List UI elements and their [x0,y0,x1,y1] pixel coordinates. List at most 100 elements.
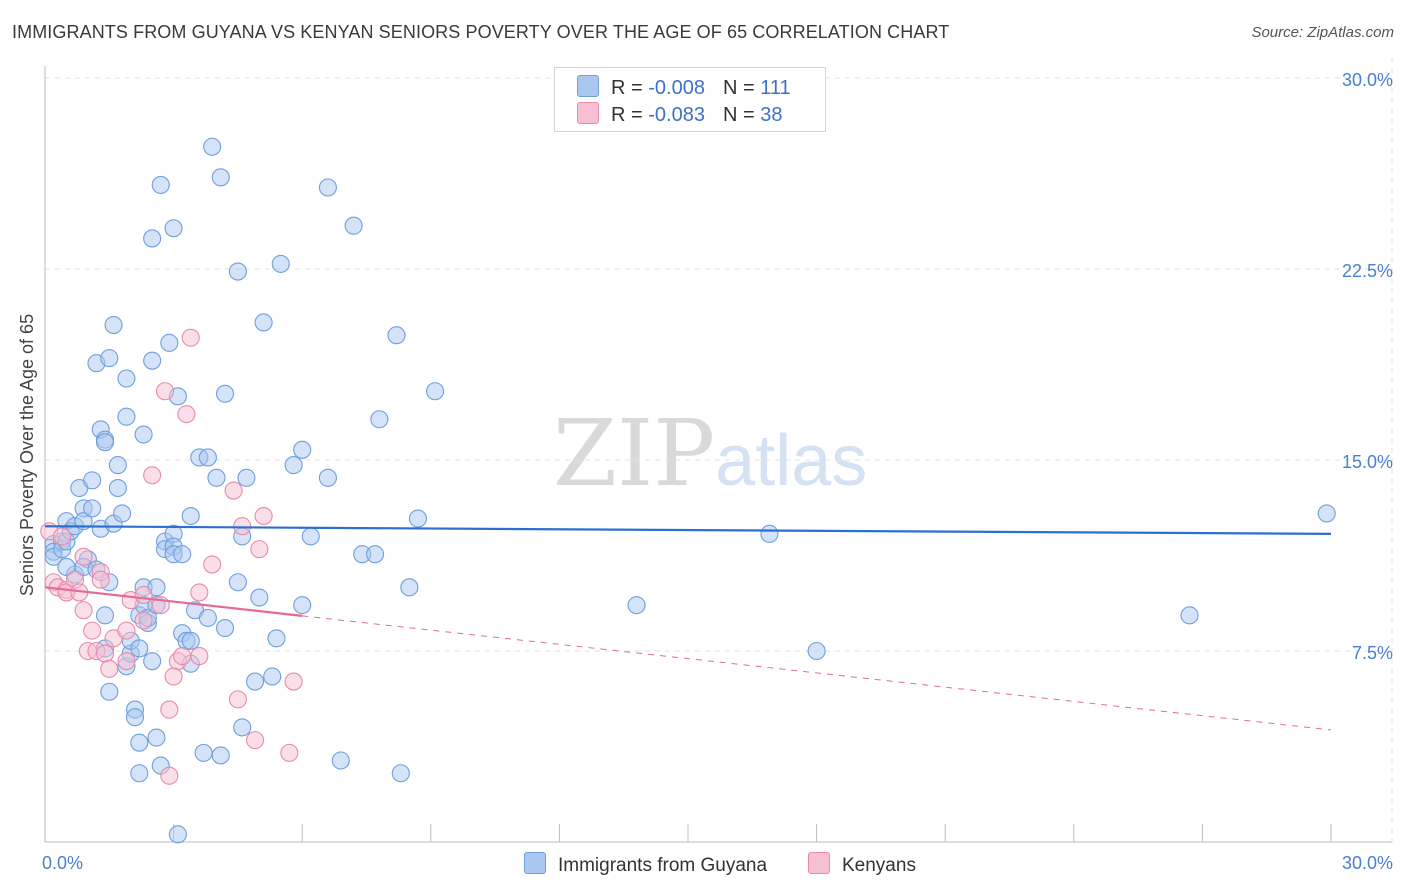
legend-swatch-kenyans [577,102,599,124]
bottom-legend-guyana[interactable]: Immigrants from Guyana [524,852,767,877]
data-point [254,313,273,332]
data-point [250,540,269,559]
data-point [181,328,200,347]
data-point [160,766,179,785]
x-tick-label: 30.0% [1342,853,1393,873]
data-point [190,647,209,666]
trend-lines [44,525,1332,731]
data-point [228,573,247,592]
data-point [267,629,286,648]
trend-line-guyana [44,525,1332,535]
data-point [134,585,153,605]
bottom-legend-kenyans[interactable]: Kenyans [808,852,916,877]
bottom-legend-label-kenyans: Kenyans [842,855,916,876]
data-point [408,509,427,528]
data-point [271,254,290,273]
data-point [228,690,247,709]
legend-r-value: -0.083 [648,104,705,126]
data-point [366,545,385,564]
data-point [74,547,93,566]
data-point [160,700,179,719]
legend-n-value: 111 [760,77,791,99]
data-point [263,667,282,686]
data-point [293,440,312,459]
data-point [627,596,646,615]
data-point [173,647,192,666]
y-tick-label: 15.0% [1342,452,1393,472]
data-point [117,652,136,671]
watermark: ZIPatlas [553,400,867,507]
data-point [301,527,320,546]
data-point [250,588,269,607]
watermark-atlas: atlas [715,421,868,501]
legend-r-label: R = [611,77,649,99]
data-point [203,137,222,156]
correlation-legend: R = -0.008 N = 111 R = -0.083 N = 38 [554,67,826,132]
data-point [370,410,389,429]
data-point [164,219,183,238]
data-point [387,326,406,345]
data-point [807,641,826,661]
trend-line-kenyans [44,586,303,617]
data-point [117,407,136,426]
data-point [108,456,127,475]
data-point [233,718,252,737]
data-point [125,708,145,727]
data-point [203,555,222,574]
trend-line-kenyans-extrapolated [302,615,1332,731]
data-point [207,468,226,487]
data-point [177,405,196,424]
data-point [344,216,363,235]
legend-swatch-guyana [577,75,599,97]
data-point [143,351,162,370]
data-point [254,506,273,526]
data-point [198,608,217,627]
data-point [130,639,149,658]
legend-r-value: -0.008 [648,77,705,99]
data-point [160,333,179,352]
legend-r-label: R = [611,104,649,126]
y-tick-label: 7.5% [1352,643,1393,663]
data-point [134,425,153,444]
data-point [53,527,72,546]
data-point [284,456,303,475]
data-point [198,448,217,467]
data-point [181,506,200,526]
legend-n-value: 38 [760,104,783,126]
chart-source: Source: ZipAtlas.com [1251,24,1394,41]
data-point [245,731,265,750]
data-point [83,621,102,640]
data-point [74,601,93,620]
chart-title: IMMIGRANTS FROM GUYANA VS KENYAN SENIORS… [12,22,950,42]
data-point [147,728,166,747]
data-point [130,764,149,783]
data-point [215,619,235,638]
bottom-legend-swatch-kenyans [808,852,830,874]
data-point [233,517,252,536]
watermark-zip: ZIP [553,400,716,507]
data-point [104,315,123,335]
data-point [143,466,162,485]
data-point [194,743,213,762]
y-axis-label: Seniors Poverty Over the Age of 65 [17,314,37,596]
data-point [95,644,115,663]
data-point [760,524,779,543]
bottom-legend-swatch-guyana [524,852,546,874]
data-point [130,733,149,752]
axis-labels: 7.5% 15.0% 22.5% 30.0% 0.0% 30.0% Seniors Pove… [17,70,1393,873]
data-point [134,611,153,630]
legend-n-label: N = [722,77,761,99]
data-point [164,667,183,686]
data-point [211,168,230,187]
data-point [215,384,235,403]
x-tick-label: 0.0% [42,853,83,873]
data-point [391,764,410,783]
data-point [426,382,445,401]
data-point [151,175,170,195]
data-point [83,499,102,518]
data-point [318,178,337,197]
data-point [1317,504,1336,523]
data-point [284,672,303,691]
data-point [190,583,209,602]
